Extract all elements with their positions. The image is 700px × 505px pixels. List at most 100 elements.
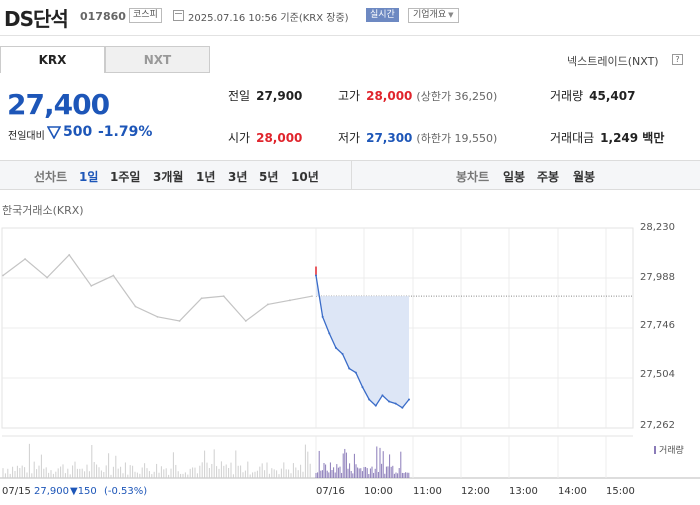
help-icon[interactable]: ? xyxy=(672,54,683,65)
period-3y[interactable]: 3년 xyxy=(228,170,248,184)
y-tick-label: 27,262 xyxy=(640,420,675,431)
candle-monthly[interactable]: 월봉 xyxy=(573,170,596,184)
company-info-dropdown[interactable]: 기업개요 ▼ xyxy=(408,8,459,23)
data-point-today xyxy=(334,346,337,349)
stat-label: 저가 xyxy=(338,131,361,145)
data-point-today xyxy=(361,386,364,389)
period-3m[interactable]: 3개월 xyxy=(153,170,184,184)
price-change-pct: -1.79% xyxy=(98,124,153,140)
stat-value: 27,900 xyxy=(256,89,303,103)
data-point-prev-day xyxy=(90,284,93,287)
footer-change: ▼150 xyxy=(70,486,97,497)
chart-source: 한국거래소(KRX) xyxy=(2,204,84,217)
period-divider xyxy=(351,161,352,190)
x-tick-label: 14:00 xyxy=(558,486,587,497)
stat-label: 전일 xyxy=(228,89,251,103)
data-point-prev-day xyxy=(2,274,4,277)
data-point-today xyxy=(321,315,324,318)
data-point-today xyxy=(354,371,357,374)
data-point-today xyxy=(394,402,397,405)
data-point-prev-day xyxy=(200,297,203,300)
data-point-today xyxy=(401,406,404,409)
period-1w[interactable]: 1주일 xyxy=(110,170,141,184)
stat-value: 45,407 xyxy=(589,89,636,103)
stat-value: 1,249 백만 xyxy=(600,131,665,145)
current-price: 27,400 xyxy=(7,88,110,121)
market-badge: 코스피 xyxy=(129,8,162,23)
x-tick-label: 11:00 xyxy=(413,486,442,497)
x-tick-label: 12:00 xyxy=(461,486,490,497)
data-point-prev-day xyxy=(68,253,71,256)
data-point-today xyxy=(341,353,344,356)
stock-header: DS단석 017860 코스피 2025.07.16 10:56 기준(KRX … xyxy=(0,0,700,36)
period-bar: 선차트 1일 1주일 3개월 1년 3년 5년 10년 봉차트 일봉 주봉 월봉 xyxy=(0,160,700,190)
stat-value: 28,000 xyxy=(256,131,303,145)
stat-value: 28,000 xyxy=(366,89,413,103)
stat-label: 고가 xyxy=(338,89,361,103)
data-point-prev-day xyxy=(178,320,181,322)
data-point-prev-day xyxy=(311,295,313,298)
data-point-prev-day xyxy=(112,274,115,277)
series-line-prev-day xyxy=(2,253,313,322)
data-point-prev-day xyxy=(156,315,159,318)
realtime-button[interactable]: 실시간 xyxy=(366,8,399,22)
quote-datetime: 2025.07.16 10:56 기준(KRX 장중) xyxy=(188,13,349,24)
nextrade-label: 넥스트레이드(NXT) xyxy=(567,55,659,68)
data-point-prev-day xyxy=(222,295,225,298)
data-point-prev-day xyxy=(289,299,291,302)
period-1d[interactable]: 1일 xyxy=(79,170,99,184)
volume-legend: 거래량 xyxy=(654,443,684,456)
stat-amount: 거래대금 1,249 백만 xyxy=(550,129,664,146)
data-point-today xyxy=(388,400,391,403)
y-tick-label: 27,746 xyxy=(640,320,675,331)
down-arrow-icon xyxy=(47,126,61,139)
period-5y[interactable]: 5년 xyxy=(259,170,279,184)
data-point-today xyxy=(315,274,317,277)
data-point-today xyxy=(374,404,377,407)
period-1y[interactable]: 1년 xyxy=(196,170,216,184)
lower-limit: (하한가 19,550) xyxy=(416,132,498,145)
data-point-prev-day xyxy=(24,258,26,260)
footer-pct: (-0.53%) xyxy=(104,486,148,497)
data-point-today xyxy=(348,367,351,370)
stat-open: 시가 28,000 xyxy=(228,129,302,146)
data-point-today xyxy=(368,398,371,401)
data-point-today xyxy=(381,394,384,397)
line-chart-label: 선차트 xyxy=(34,170,68,184)
data-point-prev-day xyxy=(134,305,137,308)
candle-daily[interactable]: 일봉 xyxy=(503,170,526,184)
data-point-prev-day xyxy=(244,320,247,322)
volume-legend-label: 거래량 xyxy=(659,446,684,456)
x-tick-label: 13:00 xyxy=(509,486,538,497)
data-point-today xyxy=(408,398,410,401)
volume-legend-swatch xyxy=(654,446,656,454)
stat-label: 시가 xyxy=(228,131,251,145)
stat-label: 거래량 xyxy=(550,89,584,103)
company-info-label: 기업개요 xyxy=(413,10,447,20)
x-tick-label: 07/16 xyxy=(316,486,345,497)
price-chart[interactable] xyxy=(0,220,700,486)
calendar-icon xyxy=(173,10,184,21)
upper-limit: (상한가 36,250) xyxy=(416,90,498,103)
data-point-prev-day xyxy=(46,276,49,279)
chevron-down-icon: ▼ xyxy=(448,11,454,19)
change-label: 전일대비 xyxy=(8,131,45,142)
stat-label: 거래대금 xyxy=(550,131,595,145)
y-tick-label: 27,504 xyxy=(640,369,675,380)
stock-code: 017860 xyxy=(80,10,126,23)
x-tick-label: 10:00 xyxy=(364,486,393,497)
candle-weekly[interactable]: 주봉 xyxy=(537,170,560,184)
series-area-today xyxy=(316,275,409,408)
candle-chart-label: 봉차트 xyxy=(456,170,490,184)
y-tick-label: 28,230 xyxy=(640,222,675,233)
period-10y[interactable]: 10년 xyxy=(291,170,319,184)
tab-krx[interactable]: KRX xyxy=(0,46,105,73)
stat-high: 고가 28,000 (상한가 36,250) xyxy=(338,87,497,104)
stock-name: DS단석 xyxy=(4,7,69,31)
y-tick-label: 27,988 xyxy=(640,272,675,283)
stat-value: 27,300 xyxy=(366,131,413,145)
tab-nxt[interactable]: NXT xyxy=(105,46,210,73)
footer-close: 27,900 xyxy=(34,486,69,497)
x-tick-label: 15:00 xyxy=(606,486,635,497)
stat-low: 저가 27,300 (하한가 19,550) xyxy=(338,129,497,146)
